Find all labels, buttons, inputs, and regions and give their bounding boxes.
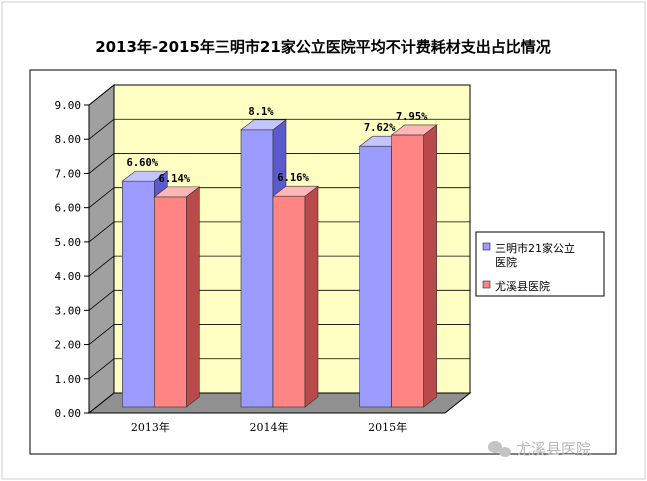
bar-group (272, 185, 319, 408)
bars (121, 119, 438, 408)
y-tick-label: 3.00 (55, 304, 82, 317)
bar-top (153, 186, 201, 198)
legend-swatch-series-1 (482, 242, 491, 251)
data-label: 7.62% (364, 122, 396, 134)
bar (391, 134, 424, 408)
gridline-side (88, 84, 115, 106)
gridline-side (88, 358, 115, 380)
data-label: 6.16% (277, 172, 309, 184)
y-tick-label: 1.00 (55, 373, 82, 386)
bar (240, 129, 274, 408)
y-tick-label: 6.00 (55, 202, 82, 215)
data-label: 7.95% (396, 111, 428, 123)
legend-swatch-series-2 (482, 280, 491, 289)
y-tick-label: 2.00 (55, 339, 82, 352)
bar-side (304, 185, 319, 408)
bar-top (240, 119, 287, 131)
gridline-side (88, 290, 115, 311)
legend: 三明市21家公立 医院 尤溪县医院 (475, 231, 605, 297)
legend-box (475, 231, 605, 297)
bar-top (272, 185, 319, 197)
gridline-side (88, 324, 115, 345)
y-tick-label: 7.00 (55, 167, 82, 180)
data-label: 8.1% (248, 106, 274, 118)
bar (359, 145, 392, 408)
bar-side (423, 124, 437, 408)
y-tick-label: 4.00 (55, 270, 82, 283)
y-tick-label: 0.00 (55, 407, 82, 420)
watermark-text: 尤溪县医院 (516, 440, 591, 458)
side-wall (88, 83, 115, 415)
x-tick-label: 2015年 (368, 420, 407, 434)
watermark: 尤溪县医院 (488, 440, 591, 458)
x-tick-label: 2014年 (250, 420, 289, 434)
x-axis-categories: 2013年 2014年 2015年 (131, 420, 407, 434)
bar-top (121, 170, 169, 182)
gridline-side (88, 221, 115, 243)
y-tick-label: 8.00 (55, 133, 82, 146)
bar (154, 196, 187, 408)
y-tick-label: 5.00 (55, 236, 82, 249)
y-tick-label: 9.00 (55, 99, 82, 112)
data-label: 6.14% (159, 173, 191, 185)
gridline-side (88, 153, 115, 174)
bar-group (390, 124, 438, 408)
gridline-side (88, 255, 115, 277)
chart-title: 2013年-2015年三明市21家公立医院平均不计费耗材支出占比情况 (95, 38, 551, 56)
bar-group (153, 186, 201, 408)
y-axis-ticks: 0.00 1.00 2.00 3.00 4.00 5.00 6.00 7.00 8.00 9.00 (55, 99, 445, 420)
legend-label-series-1-line1: 三明市21家公立 (495, 241, 575, 255)
gridline-side (88, 187, 115, 208)
legend-label-series-1-line2: 医院 (495, 255, 517, 269)
data-label: 6.60% (127, 157, 159, 169)
bar (122, 180, 155, 408)
bar-side (186, 186, 200, 408)
data-labels: 6.60%6.14% 8.1% 6.16% 7.62%7.95% (127, 106, 429, 185)
bar-top (390, 124, 438, 136)
legend-label-series-2: 尤溪县医院 (495, 279, 550, 293)
gridline-side (88, 118, 115, 140)
bar (272, 195, 306, 408)
wechat-icon (488, 441, 511, 457)
x-tick-label: 2013年 (131, 420, 170, 434)
